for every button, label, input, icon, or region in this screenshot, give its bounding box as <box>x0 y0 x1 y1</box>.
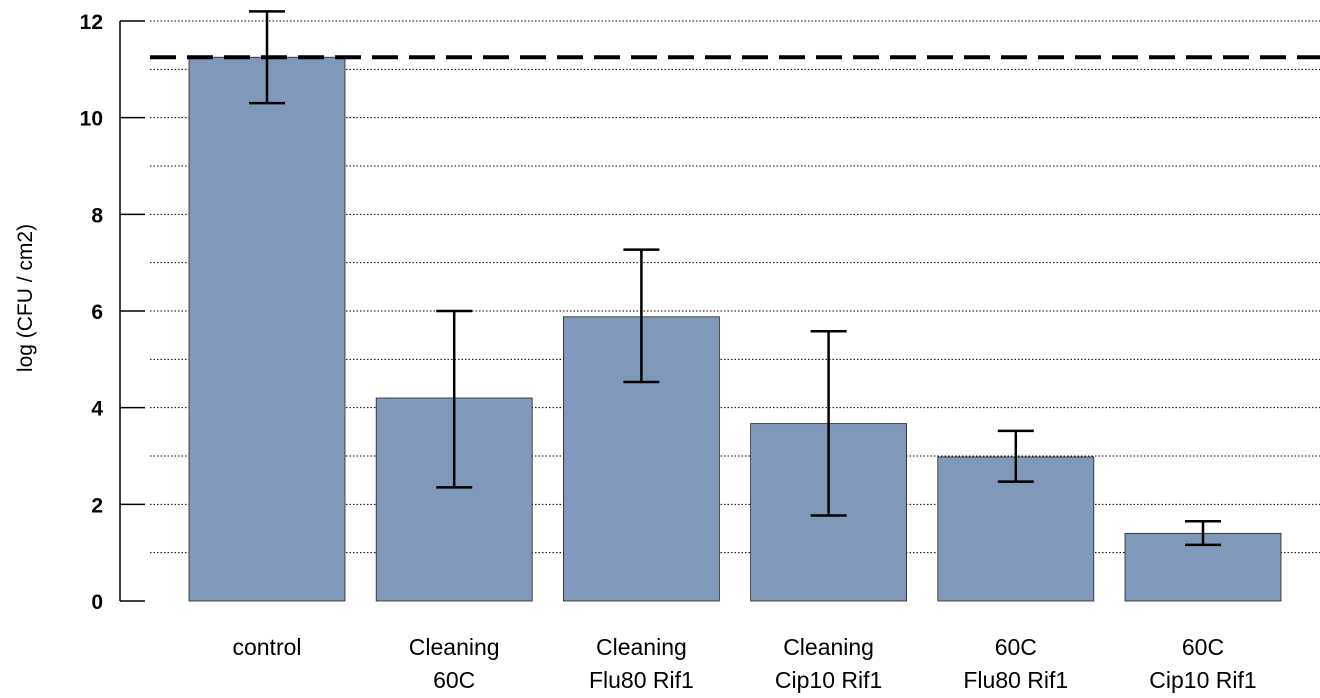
category-label: Cleaning <box>409 634 500 660</box>
bar <box>188 56 346 602</box>
category-label: Cip10 Rif1 <box>775 667 882 693</box>
category-label: Cleaning <box>596 634 687 660</box>
category-label: 60C <box>433 667 475 693</box>
y-tick-label: 0 <box>91 591 103 614</box>
y-axis-title: log (CFU / cm2) <box>14 224 37 372</box>
category-label: Cleaning <box>783 634 874 660</box>
category-label: Cip10 Rif1 <box>1149 667 1256 693</box>
y-axis: 0 2 4 6 8 10 12 <box>80 11 145 614</box>
category-label: Flu80 Rif1 <box>963 667 1068 693</box>
x-axis-labels: control Cleaning 60C Cleaning Flu80 Rif1 Clea… <box>232 634 1256 693</box>
category-label: control <box>232 634 301 660</box>
category-label: 60C <box>1182 634 1224 660</box>
category-label: 60C <box>995 634 1037 660</box>
y-tick-label: 8 <box>91 204 103 227</box>
category-label: Flu80 Rif1 <box>589 667 694 693</box>
y-tick-label: 12 <box>80 11 103 34</box>
grid-lines <box>150 20 1320 554</box>
y-tick-label: 2 <box>91 494 103 517</box>
bars <box>188 56 1282 602</box>
error-bars <box>249 10 1221 547</box>
y-tick-label: 6 <box>91 301 103 324</box>
y-tick-label: 4 <box>91 398 103 421</box>
y-tick-label: 10 <box>80 108 103 131</box>
